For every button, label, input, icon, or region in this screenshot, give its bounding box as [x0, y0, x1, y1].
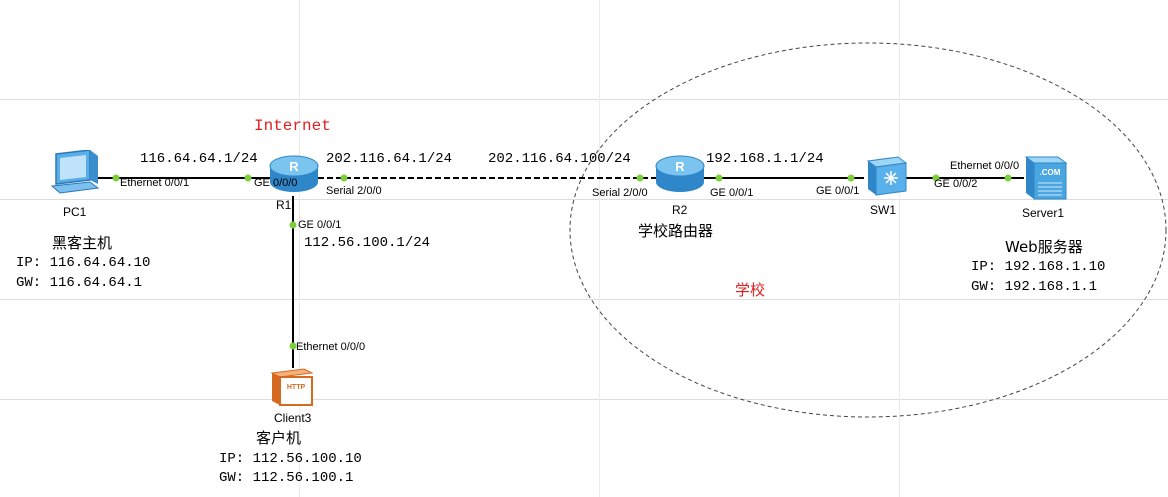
sw1-name: SW1 — [870, 203, 897, 217]
server1-name: Server1 — [1022, 206, 1065, 220]
grid-line — [0, 99, 1168, 100]
pc1-ip: IP: 116.64.64.10 — [16, 255, 151, 271]
server1-gw: GW: 192.168.1.1 — [971, 279, 1098, 295]
grid-line — [0, 199, 1168, 200]
pc1-gw: GW: 116.64.64.1 — [16, 275, 143, 291]
pc1-title: 黑客主机 — [52, 234, 113, 252]
client3-title: 客户机 — [256, 429, 302, 447]
client3-name: Client3 — [274, 411, 312, 425]
switch-icon[interactable] — [864, 155, 908, 197]
server1-title: Web服务器 — [1005, 238, 1083, 256]
svg-text:R: R — [675, 159, 685, 174]
address-label: 116.64.64.1/24 — [140, 151, 258, 167]
grid-line — [299, 0, 300, 497]
address-label: 202.116.64.1/24 — [326, 151, 453, 167]
router-icon[interactable]: R — [654, 152, 706, 194]
port-dot[interactable] — [847, 174, 855, 182]
port-label: GE 0/0/2 — [934, 178, 978, 190]
port-label: GE 0/0/1 — [298, 219, 342, 231]
port-label: Ethernet 0/0/1 — [120, 177, 190, 189]
port-label: GE 0/0/1 — [710, 187, 754, 199]
port-dot[interactable] — [1004, 174, 1012, 182]
address-label: 112.56.100.1/24 — [304, 235, 431, 251]
port-label: Ethernet 0/0/0 — [296, 341, 366, 353]
internet-zone-label: Internet — [254, 117, 331, 135]
grid-line — [899, 0, 900, 497]
r2-title: 学校路由器 — [638, 222, 714, 240]
port-dot[interactable] — [244, 174, 252, 182]
port-dot[interactable] — [289, 342, 297, 350]
http-client-icon[interactable]: HTTP — [268, 365, 316, 407]
grid-line — [0, 399, 1168, 400]
port-label: Serial 2/0/0 — [326, 185, 382, 197]
school-zone-boundary[interactable] — [569, 42, 1167, 418]
port-dot[interactable] — [715, 174, 723, 182]
r1-name: R1 — [276, 198, 292, 212]
address-label: 192.168.1.1/24 — [706, 151, 824, 167]
pc-icon[interactable] — [50, 150, 102, 200]
client-badge-text: HTTP — [287, 384, 306, 391]
svg-text:R: R — [289, 159, 299, 174]
r2-name: R2 — [672, 203, 688, 217]
port-label: Ethernet 0/0/0 — [950, 160, 1020, 172]
port-label: GE 0/0/0 — [254, 177, 298, 189]
port-label: Serial 2/0/0 — [592, 187, 648, 199]
server-badge-text: .COM — [1040, 168, 1061, 177]
web-server-icon[interactable]: .COM — [1022, 153, 1068, 201]
grid-line — [599, 0, 600, 497]
router-icon[interactable]: R — [268, 152, 320, 194]
port-dot[interactable] — [636, 174, 644, 182]
port-dot[interactable] — [289, 221, 297, 229]
address-label: 202.116.64.100/24 — [488, 151, 631, 167]
client3-ip: IP: 112.56.100.10 — [219, 451, 362, 467]
school-zone-label: 学校 — [735, 281, 766, 299]
port-dot[interactable] — [340, 174, 348, 182]
port-label: GE 0/0/1 — [816, 185, 860, 197]
port-dot[interactable] — [932, 174, 940, 182]
server1-ip: IP: 192.168.1.10 — [971, 259, 1106, 275]
client3-gw: GW: 112.56.100.1 — [219, 470, 354, 486]
port-dot[interactable] — [112, 174, 120, 182]
pc1-name: PC1 — [63, 205, 87, 219]
grid-line — [0, 299, 1168, 300]
